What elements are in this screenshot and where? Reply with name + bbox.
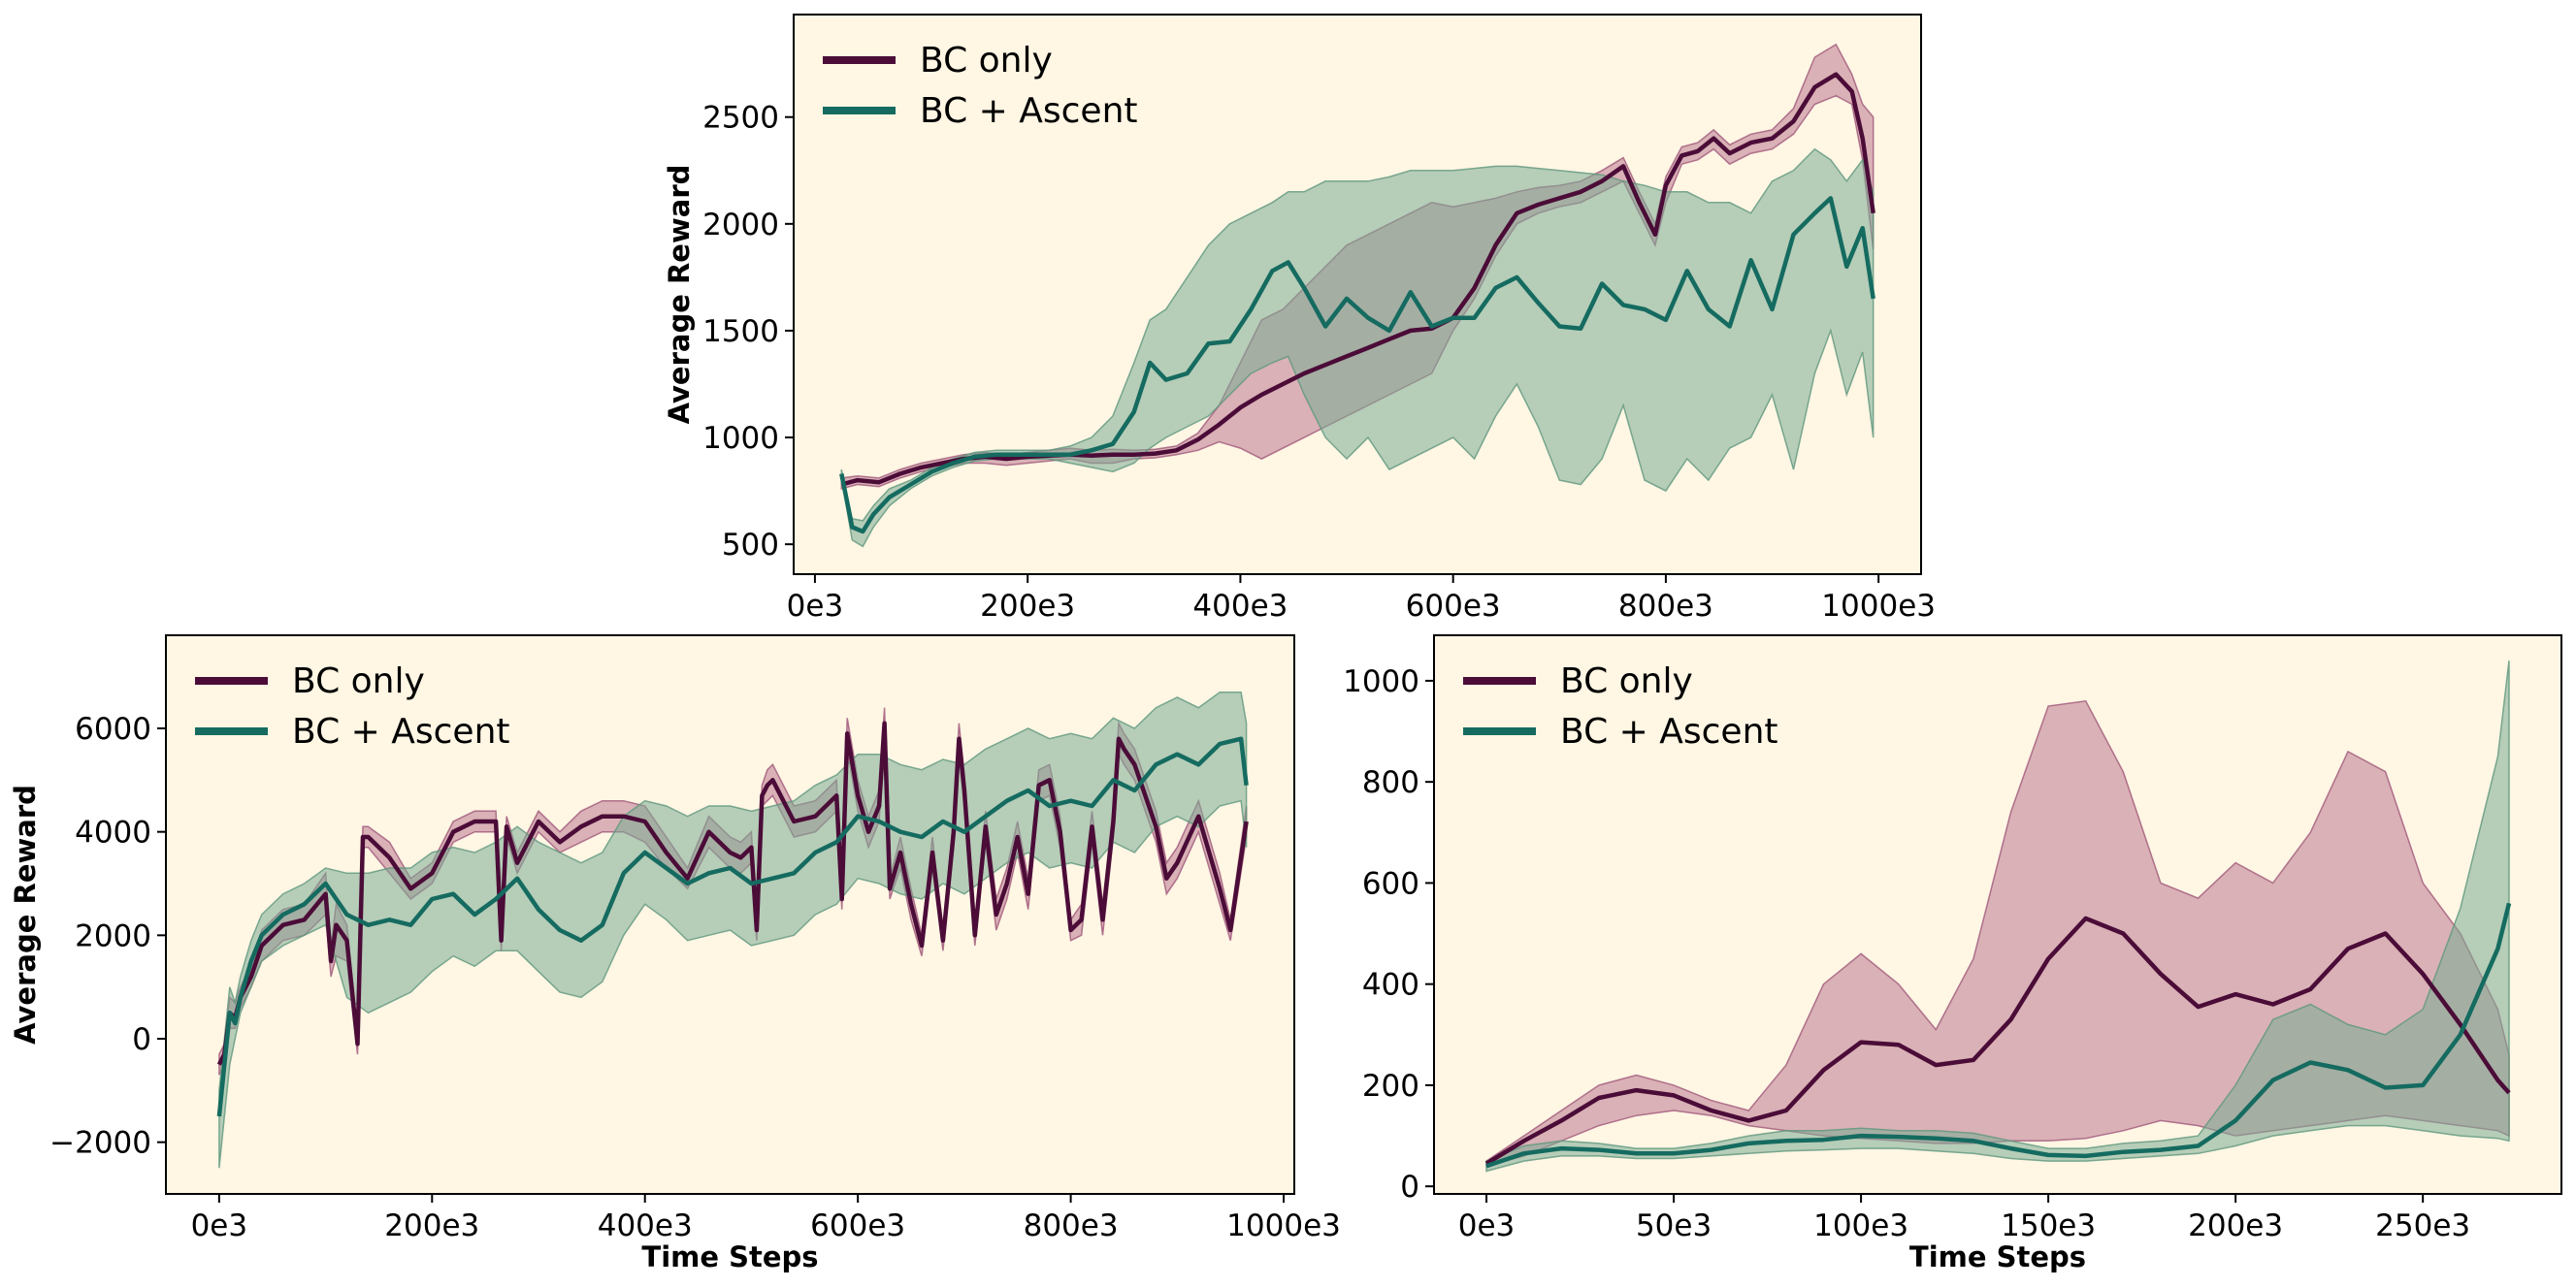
legend-label-bc-ascent: BC + Ascent bbox=[1560, 712, 1778, 752]
x-tick-label: 250e3 bbox=[2375, 1208, 2470, 1243]
y-tick-label: 600 bbox=[1362, 866, 1419, 901]
confidence-band-bc-ascent bbox=[1485, 660, 2510, 1173]
plot-marks bbox=[216, 691, 1249, 1169]
series-line-bc-only bbox=[216, 721, 1249, 1066]
x-tick-label: 0e3 bbox=[191, 1208, 248, 1243]
chart-panel-1: 0e3 200e3 400e3 600e3 800e3 1000e3 500 1000 1500… bbox=[663, 14, 1936, 624]
legend: BC only BC + Ascent bbox=[1463, 661, 1778, 752]
y-tick-label: 800 bbox=[1362, 765, 1419, 800]
chart-panel-2: 0e3 200e3 400e3 600e3 800e3 1000e3 −2000 0 2000 4… bbox=[9, 634, 1341, 1273]
y-axis-label: Average Reward bbox=[9, 785, 42, 1045]
x-tick-label: 100e3 bbox=[1813, 1208, 1908, 1243]
y-tick-label: 4000 bbox=[75, 816, 151, 851]
x-tick-label: 200e3 bbox=[2188, 1208, 2283, 1243]
plot-frame bbox=[793, 14, 1922, 575]
x-tick-label: 800e3 bbox=[1618, 589, 1713, 624]
x-tick-label: 400e3 bbox=[598, 1208, 693, 1243]
legend-label-bc-only: BC only bbox=[292, 661, 425, 701]
plot-frame bbox=[165, 634, 1295, 1195]
y-tick-label: 6000 bbox=[75, 712, 151, 747]
series-line-bc-ascent bbox=[839, 196, 1875, 534]
x-tick-label: 600e3 bbox=[810, 1208, 905, 1243]
y-tick-label: 400 bbox=[1362, 968, 1419, 1003]
legend-label-bc-only: BC only bbox=[1560, 661, 1693, 701]
x-axis-label: Time Steps bbox=[641, 1240, 818, 1273]
x-tick-label: 0e3 bbox=[1458, 1208, 1516, 1243]
x-tick-label: 800e3 bbox=[1024, 1208, 1119, 1243]
series-line-bc-ascent bbox=[216, 736, 1249, 1117]
y-tick-label: −2000 bbox=[49, 1126, 151, 1161]
series-line-bc-only bbox=[1484, 916, 2511, 1166]
x-tick-label: 400e3 bbox=[1192, 589, 1288, 624]
y-tick-label: 2000 bbox=[702, 208, 779, 242]
x-tick-label: 0e3 bbox=[787, 589, 844, 624]
legend-label-bc-ascent: BC + Ascent bbox=[292, 712, 510, 752]
x-axis-label: Time Steps bbox=[1909, 1240, 2086, 1273]
y-tick-label: 0 bbox=[1400, 1170, 1419, 1205]
x-tick-label: 150e3 bbox=[2001, 1208, 2096, 1243]
x-tick-label: 1000e3 bbox=[1226, 1208, 1341, 1243]
x-tick-label: 200e3 bbox=[384, 1208, 479, 1243]
legend-label-bc-only: BC only bbox=[920, 41, 1053, 80]
y-tick-label: 0 bbox=[132, 1022, 151, 1057]
y-tick-label: 200 bbox=[1362, 1069, 1419, 1104]
x-tick-label: 600e3 bbox=[1406, 589, 1501, 624]
y-tick-label: 2000 bbox=[75, 918, 151, 953]
plot-frame bbox=[1433, 634, 2562, 1195]
x-tick-label: 200e3 bbox=[980, 589, 1075, 624]
y-tick-label: 1000 bbox=[702, 421, 779, 456]
y-tick-label: 500 bbox=[722, 528, 779, 563]
x-tick-label: 1000e3 bbox=[1821, 589, 1936, 624]
series-line-bc-only bbox=[840, 72, 1875, 487]
legend: BC only BC + Ascent bbox=[823, 41, 1138, 131]
plot-marks bbox=[1484, 660, 2512, 1173]
legend-label-bc-ascent: BC + Ascent bbox=[920, 91, 1138, 131]
y-tick-label: 1500 bbox=[702, 314, 779, 349]
chart-panel-3: 0e3 50e3 100e3 150e3 200e3 250e3 0 200 400 600 800… bbox=[1343, 634, 2562, 1273]
y-axis-label: Average Reward bbox=[663, 165, 696, 425]
series-line-bc-ascent bbox=[1485, 902, 2512, 1169]
y-tick-label: 2500 bbox=[702, 101, 779, 136]
x-tick-label: 50e3 bbox=[1636, 1208, 1712, 1243]
legend: BC only BC + Ascent bbox=[195, 661, 510, 752]
y-tick-label: 1000 bbox=[1343, 664, 1419, 699]
plot-marks bbox=[839, 43, 1875, 548]
